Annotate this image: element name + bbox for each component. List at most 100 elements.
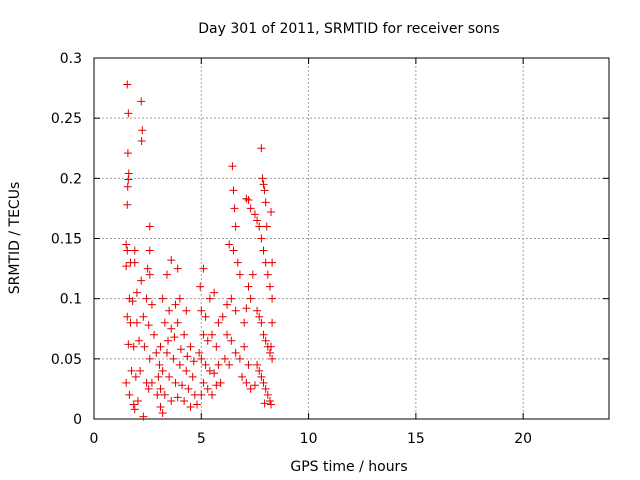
data-point (167, 396, 176, 405)
data-point (158, 366, 167, 375)
data-point (130, 258, 139, 267)
data-point (231, 306, 240, 315)
data-point (268, 294, 277, 303)
data-point (122, 262, 131, 271)
data-point (145, 354, 154, 363)
data-point (133, 396, 142, 405)
data-point (262, 222, 271, 231)
data-point (250, 381, 259, 390)
data-point (182, 366, 191, 375)
data-point (188, 372, 197, 381)
y-tick-label: 0.1 (60, 292, 82, 308)
data-point (203, 384, 212, 393)
y-tick-label: 0.05 (51, 352, 82, 368)
data-point (173, 393, 182, 402)
data-point (123, 80, 132, 89)
data-point (214, 360, 223, 369)
data-point (253, 306, 262, 315)
data-point (162, 270, 171, 279)
x-axis-label: GPS time / hours (290, 459, 407, 475)
data-point (246, 384, 255, 393)
data-point (240, 342, 249, 351)
data-point (267, 400, 276, 409)
data-point (268, 318, 277, 327)
data-point (152, 348, 161, 357)
data-point (142, 294, 151, 303)
data-point (244, 360, 253, 369)
data-point (195, 348, 204, 357)
data-point (229, 186, 238, 195)
data-point (145, 270, 154, 279)
data-point (180, 396, 189, 405)
data-point (261, 198, 270, 207)
data-point (123, 200, 132, 209)
data-point (258, 174, 267, 183)
data-point (147, 378, 156, 387)
data-point (265, 348, 274, 357)
data-point (199, 378, 208, 387)
data-point (261, 384, 270, 393)
x-tick-label: 0 (90, 431, 99, 447)
data-point (186, 342, 195, 351)
data-point (235, 270, 244, 279)
data-point (137, 137, 146, 146)
data-point (136, 366, 145, 375)
data-point (231, 348, 240, 357)
x-axis: 0 5 10 15 20 (90, 58, 532, 447)
data-point (233, 258, 242, 267)
data-point (260, 186, 269, 195)
data-point (242, 378, 251, 387)
data-point (255, 222, 264, 231)
data-point (160, 318, 169, 327)
data-point (223, 330, 232, 339)
data-point (244, 282, 253, 291)
data-point (182, 306, 191, 315)
data-point (186, 402, 195, 411)
data-point (218, 312, 227, 321)
data-point (235, 354, 244, 363)
data-points (122, 80, 277, 421)
data-point (156, 384, 165, 393)
data-point (214, 318, 223, 327)
data-point (225, 240, 234, 249)
data-point (265, 282, 274, 291)
data-point (137, 276, 146, 285)
data-point (265, 396, 274, 405)
data-point (155, 360, 164, 369)
data-point (250, 210, 259, 219)
data-point (242, 194, 251, 203)
y-tick-label: 0.15 (51, 232, 82, 248)
data-point (162, 348, 171, 357)
data-point (201, 360, 210, 369)
data-point (124, 340, 133, 349)
data-point (259, 180, 268, 189)
data-point (242, 304, 251, 313)
data-point (132, 288, 141, 297)
data-point (216, 378, 225, 387)
y-axis: 0 0.05 0.1 0.15 0.2 0.25 0.3 (51, 51, 609, 428)
data-point (261, 336, 270, 345)
data-point (156, 342, 165, 351)
data-point (197, 306, 206, 315)
data-point (165, 306, 174, 315)
data-point (227, 336, 236, 345)
data-point (123, 149, 132, 158)
data-point (189, 357, 198, 366)
grid (94, 58, 609, 419)
data-point (197, 390, 206, 399)
data-point (132, 318, 141, 327)
data-point (212, 342, 221, 351)
data-point (244, 195, 253, 204)
data-point (135, 336, 144, 345)
data-point (137, 97, 146, 106)
data-point (259, 378, 268, 387)
data-point (246, 204, 255, 213)
data-point (143, 264, 152, 273)
data-point (223, 300, 232, 309)
y-tick-label: 0.2 (60, 171, 82, 187)
data-point (144, 384, 153, 393)
data-point (255, 312, 264, 321)
y-tick-label: 0.3 (60, 51, 82, 67)
data-point (176, 345, 185, 354)
